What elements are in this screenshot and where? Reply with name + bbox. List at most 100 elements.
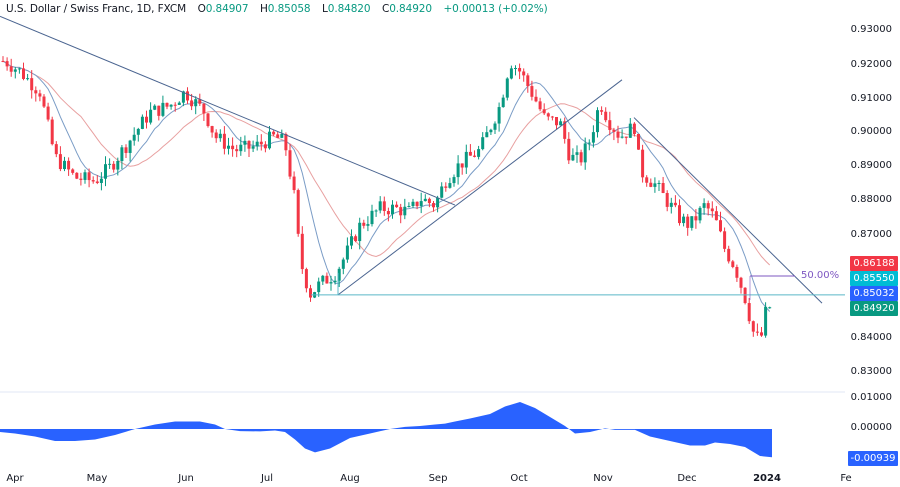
candle xyxy=(42,94,46,109)
candle xyxy=(723,227,727,253)
open-label: O xyxy=(197,3,206,15)
candle xyxy=(719,211,722,233)
candle xyxy=(280,129,284,139)
candle xyxy=(83,169,87,184)
candle xyxy=(296,188,300,237)
candle xyxy=(735,264,739,282)
candle xyxy=(30,70,34,99)
candle xyxy=(514,65,517,76)
candle xyxy=(505,77,509,101)
candle xyxy=(128,139,132,162)
candle xyxy=(555,117,558,130)
candle xyxy=(333,276,337,285)
oscillator-panel xyxy=(0,402,772,458)
low-label: L xyxy=(322,3,328,15)
candle xyxy=(534,89,538,103)
panel-divider[interactable] xyxy=(0,391,845,393)
candle xyxy=(645,175,649,187)
candle xyxy=(235,144,239,158)
trendline[interactable] xyxy=(0,15,456,206)
candle xyxy=(415,201,419,210)
candle xyxy=(501,94,505,108)
candle xyxy=(727,245,731,264)
trendlines[interactable] xyxy=(0,15,845,304)
candle xyxy=(210,125,214,138)
candle xyxy=(481,132,485,151)
candle xyxy=(149,102,153,125)
time-tick-label: Jun xyxy=(178,473,194,484)
candle xyxy=(161,95,165,118)
candle xyxy=(317,277,321,297)
candle xyxy=(575,145,579,163)
candle xyxy=(231,137,235,157)
candle xyxy=(739,276,743,294)
candle xyxy=(673,195,677,208)
candle xyxy=(75,172,79,180)
symbol-title: U.S. Dollar / Swiss Franc, 1D, FXCM xyxy=(6,3,187,15)
candle xyxy=(468,144,472,156)
candle xyxy=(358,217,362,250)
candle xyxy=(587,139,591,151)
osc-tick-label: 0.00000 xyxy=(850,422,892,433)
candle xyxy=(591,125,595,148)
candle xyxy=(694,209,698,229)
candle xyxy=(579,149,583,166)
candle xyxy=(538,97,542,112)
candle xyxy=(272,130,276,137)
candle xyxy=(186,87,189,105)
candle xyxy=(38,89,42,102)
candle xyxy=(157,105,161,121)
candle xyxy=(391,200,394,219)
candle xyxy=(710,201,714,218)
candle xyxy=(288,143,292,180)
candle xyxy=(284,132,288,156)
candle xyxy=(427,197,431,208)
candle xyxy=(153,104,157,111)
oscillator-area xyxy=(0,402,772,458)
candle xyxy=(362,219,366,229)
price-tick-label: 0.88000 xyxy=(850,194,892,205)
candle xyxy=(509,65,513,80)
candle xyxy=(616,125,620,144)
candle xyxy=(116,157,120,176)
high-label: H xyxy=(259,3,268,15)
price-tick-label: 0.87000 xyxy=(850,229,892,240)
candle xyxy=(747,297,751,324)
candle xyxy=(22,62,25,81)
time-tick-label: Nov xyxy=(593,473,613,484)
candle xyxy=(567,132,571,165)
candle xyxy=(436,195,440,213)
candle xyxy=(698,206,702,224)
candle xyxy=(743,287,747,305)
price-tag: 0.85550 xyxy=(850,271,898,286)
candle xyxy=(448,177,452,189)
candle xyxy=(477,145,481,160)
time-tick-label: May xyxy=(86,473,108,484)
price-tick-label: 0.84000 xyxy=(850,332,892,343)
candle xyxy=(604,107,608,123)
candle xyxy=(63,156,66,172)
candle xyxy=(669,197,673,214)
candle xyxy=(395,201,399,208)
candle xyxy=(641,144,645,183)
candle xyxy=(374,209,378,217)
candle xyxy=(497,102,501,132)
candle xyxy=(108,158,112,169)
candle xyxy=(612,127,616,141)
low-value: 0.84820 xyxy=(327,3,371,15)
price-tick-label: 0.83000 xyxy=(850,366,892,377)
candle xyxy=(13,66,17,79)
change-value: +0.00013 (+0.02%) xyxy=(443,3,548,15)
candle xyxy=(706,200,710,216)
candle xyxy=(341,257,345,275)
trendline[interactable] xyxy=(633,117,823,304)
candle xyxy=(452,174,456,187)
price-tick-label: 0.92000 xyxy=(850,59,892,70)
candle xyxy=(473,150,476,158)
candle xyxy=(227,137,230,155)
trendline[interactable] xyxy=(337,79,623,296)
candle xyxy=(124,144,128,158)
chart-legend: U.S. Dollar / Swiss Franc, 1D, FXCM O 0.8… xyxy=(6,3,548,15)
candle xyxy=(99,172,103,191)
